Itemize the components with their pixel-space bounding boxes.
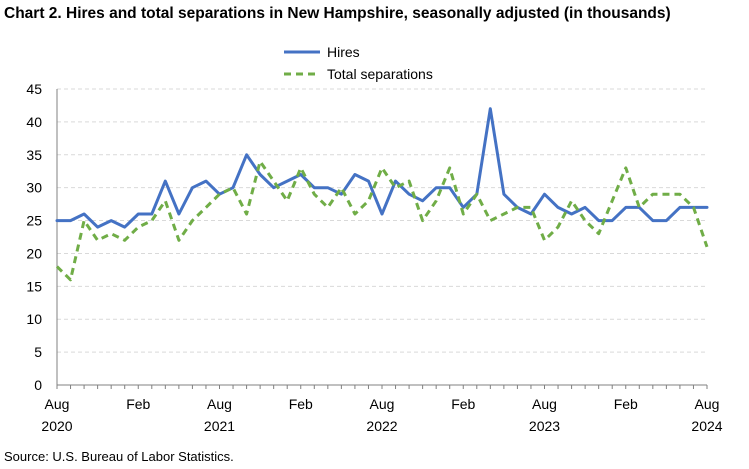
x-tick-label-month: Aug: [695, 396, 720, 412]
x-tick-label-year: 2021: [204, 418, 235, 434]
series-line-hires: [55, 107, 709, 229]
x-tick-label-year: 2023: [529, 418, 560, 434]
y-tick-label: 10: [26, 311, 42, 327]
y-tick-label: 0: [34, 377, 42, 393]
gridlines: [57, 88, 707, 353]
axes: 0 5 10 15 20 25 30 35 40 45 Aug 2020 Feb Aug 2021 Feb Au…: [26, 81, 722, 434]
x-tick-label-month: Aug: [207, 396, 232, 412]
x-tick-label-year: 2024: [691, 418, 722, 434]
series-lines: [55, 107, 709, 282]
x-tick-label-month: Feb: [614, 396, 638, 412]
x-tick-label-month: Feb: [289, 396, 313, 412]
y-tick-label: 15: [26, 278, 42, 294]
x-tick-label-month: Feb: [451, 396, 475, 412]
y-tick-label: 40: [26, 114, 42, 130]
x-tick-label-month: Feb: [126, 396, 150, 412]
y-tick-label: 5: [34, 344, 42, 360]
legend-label: Hires: [327, 44, 360, 60]
x-tick-label-year: 2020: [41, 418, 72, 434]
y-tick-label: 35: [26, 147, 42, 163]
legend: Hires Total separations: [284, 44, 433, 82]
x-tick-label-month: Aug: [532, 396, 557, 412]
x-tick-label-month: Aug: [45, 396, 70, 412]
y-tick-label: 30: [26, 180, 42, 196]
y-tick-label: 45: [26, 81, 42, 97]
legend-label: Total separations: [327, 66, 433, 82]
source-note: Source: U.S. Bureau of Labor Statistics.: [4, 449, 234, 464]
series-line-total-separations: [55, 159, 709, 282]
y-tick-label: 20: [26, 245, 42, 261]
x-tick-label-month: Aug: [370, 396, 395, 412]
x-tick-label-year: 2022: [366, 418, 397, 434]
y-tick-label: 25: [26, 213, 42, 229]
chart-title: Chart 2. Hires and total separations in …: [4, 5, 671, 22]
